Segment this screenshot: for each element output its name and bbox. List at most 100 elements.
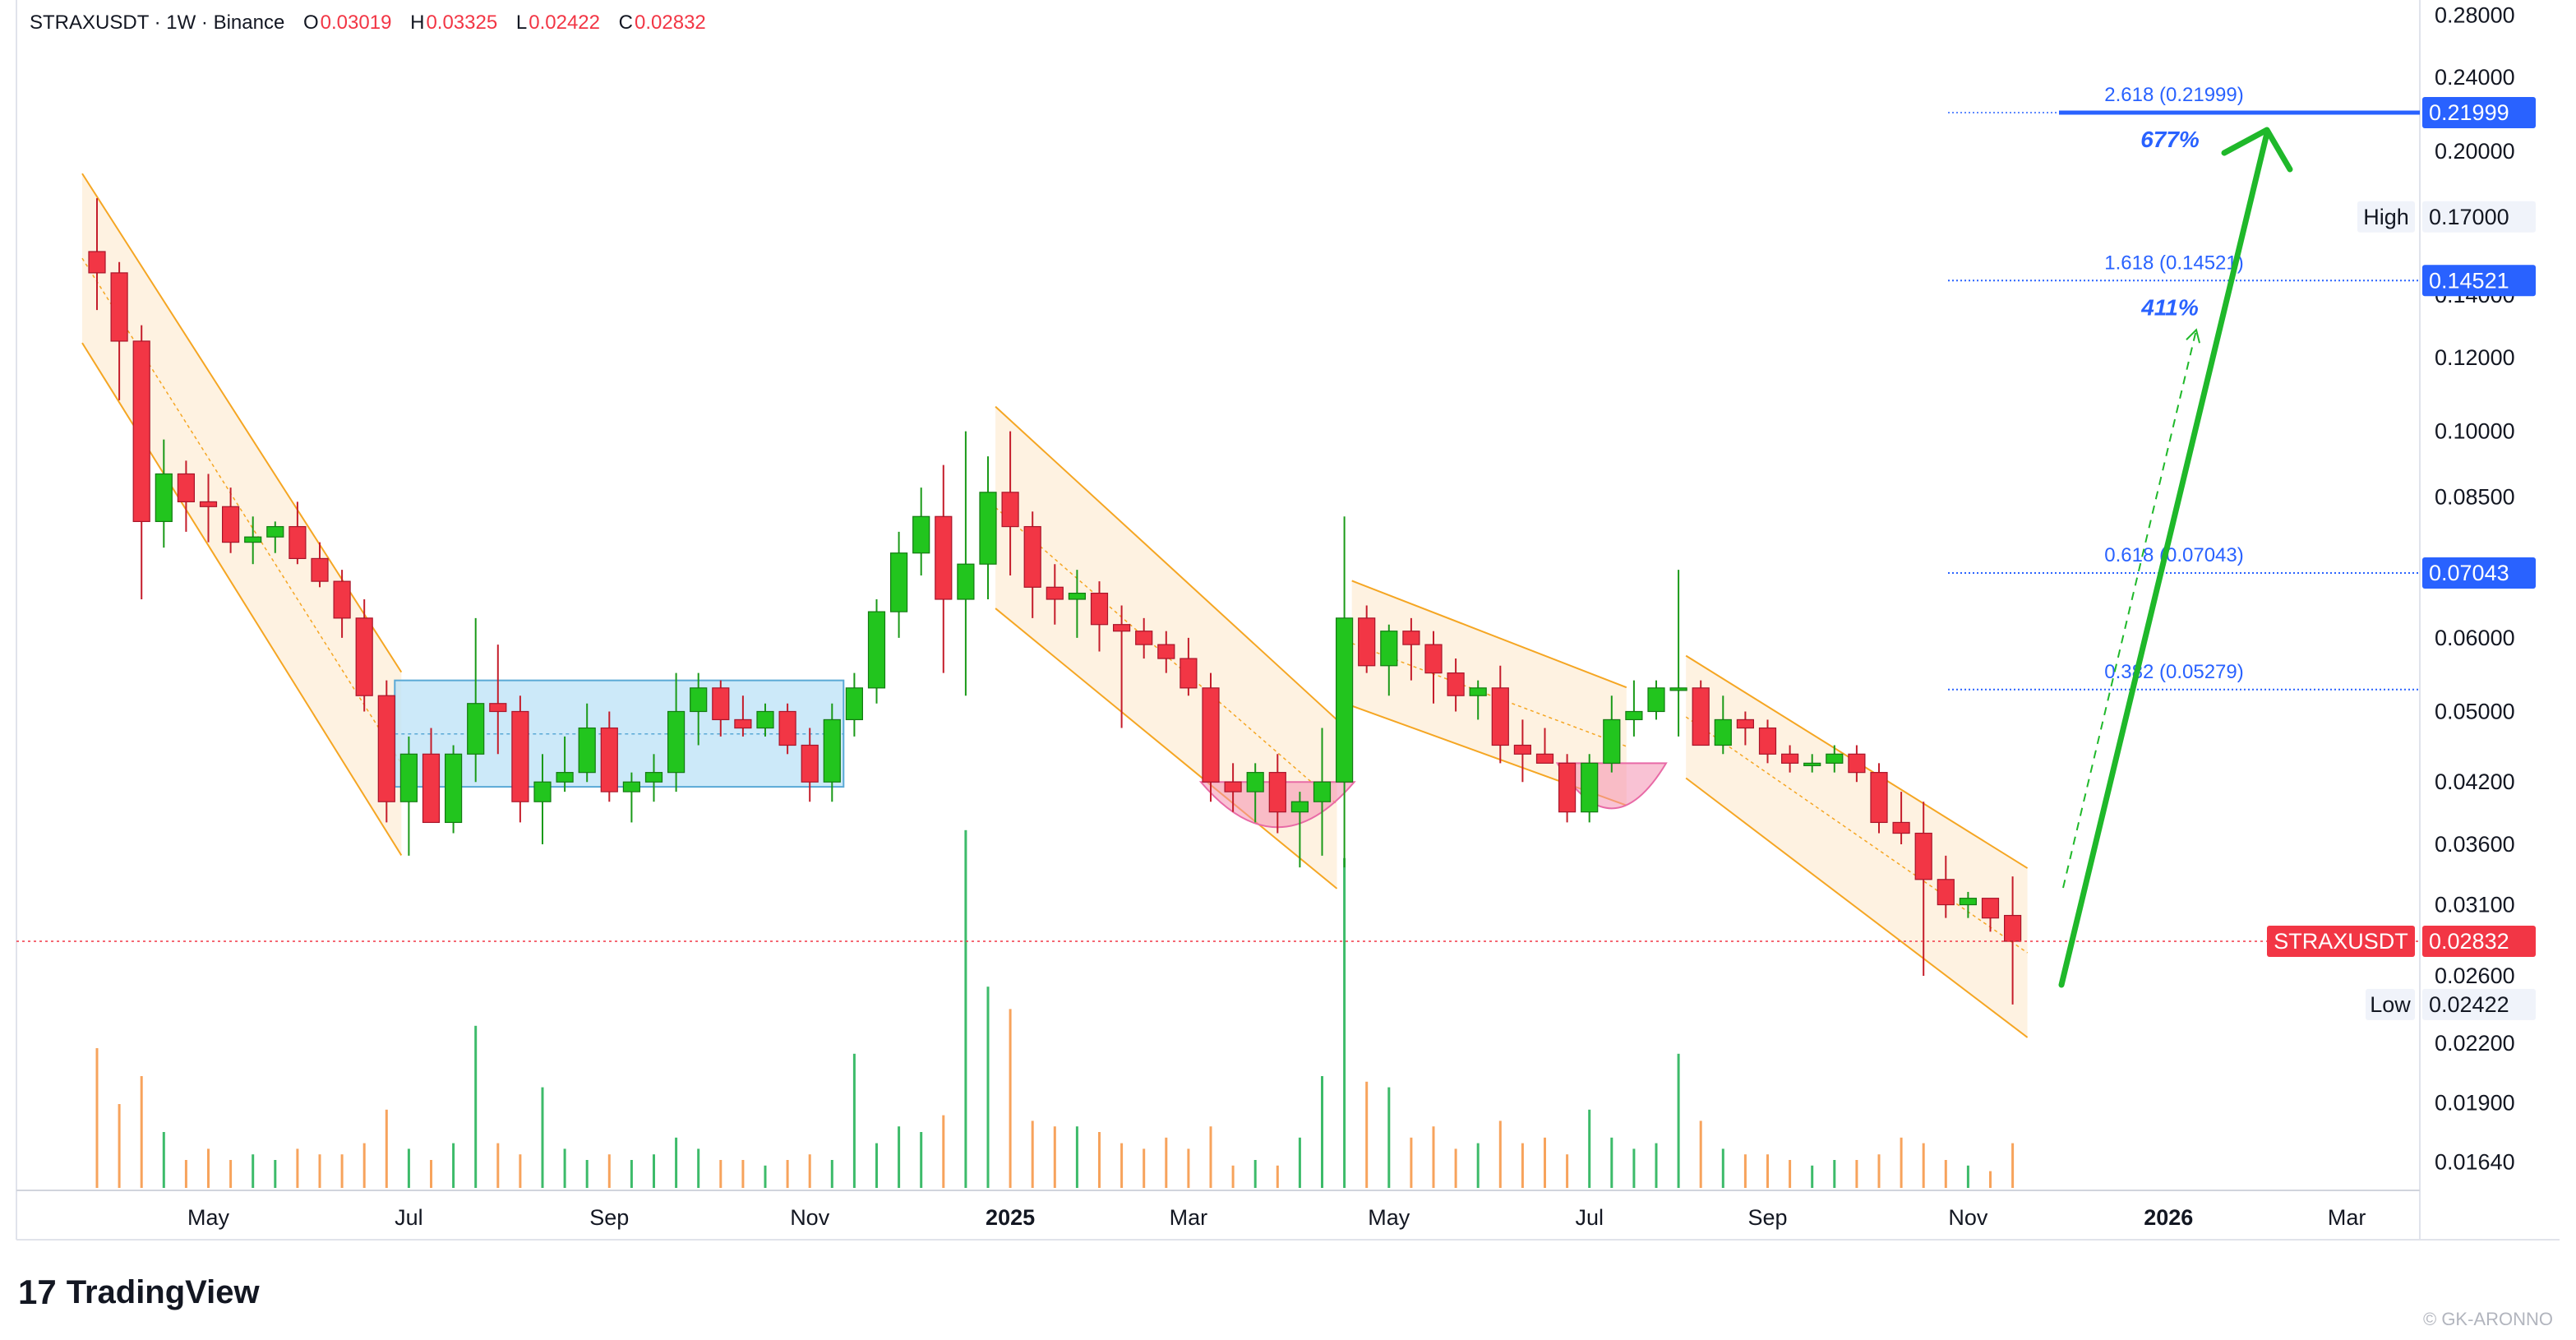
time-tick-label: Nov: [790, 1205, 830, 1230]
candles-layer: [88, 198, 2022, 1005]
volume-bar: [1966, 1165, 1969, 1188]
candle-body: [1535, 753, 1554, 764]
volume-bar: [675, 1137, 678, 1188]
candle-body: [712, 687, 730, 721]
candle-body: [1625, 710, 1643, 721]
volume-bar: [764, 1165, 767, 1188]
volume-bar: [274, 1160, 277, 1188]
volume-bar: [140, 1076, 143, 1188]
fib-price-tag-bg: [2422, 557, 2536, 589]
volume-bar: [942, 1115, 945, 1188]
time-tick-label: 2025: [986, 1205, 1035, 1230]
volume-bar: [1410, 1137, 1413, 1188]
volume-bar: [1209, 1126, 1212, 1188]
time-tick-label: May: [187, 1205, 230, 1230]
volume-bar: [1544, 1137, 1546, 1188]
candle-body: [801, 744, 819, 783]
volume-bar: [1253, 1160, 1257, 1188]
time-tick-label: Sep: [1747, 1205, 1787, 1230]
low-value: 0.02422: [529, 12, 600, 34]
volume-bar: [1699, 1121, 1702, 1188]
candle-body: [511, 710, 529, 802]
volume-bar: [1743, 1154, 1747, 1188]
candle-body: [1758, 727, 1777, 755]
channel-1-fill: [82, 173, 402, 856]
candle-body: [132, 340, 150, 522]
volume-bar: [1900, 1137, 1903, 1188]
candle-body: [622, 781, 641, 792]
candle-body: [377, 695, 395, 802]
candle-body: [489, 703, 507, 713]
price-tick-label: 0.08500: [2435, 485, 2515, 510]
candle-body: [1581, 762, 1599, 813]
volume-bar: [1075, 1126, 1078, 1188]
candle-body: [1424, 644, 1443, 674]
projection-percent: 411%: [2140, 294, 2199, 320]
candle-body: [1224, 781, 1242, 792]
fib-level-label: 1.618 (0.14521): [2104, 252, 2243, 274]
open-value: 0.03019: [320, 12, 392, 34]
volume-bar: [808, 1154, 811, 1188]
volume-bar: [1476, 1143, 1480, 1188]
candle-body: [1937, 879, 1955, 906]
candle-body: [1358, 617, 1376, 667]
volume-bar: [519, 1154, 522, 1188]
high-price-tag-text: 0.17000: [2429, 205, 2509, 229]
volume-bar: [1855, 1160, 1858, 1188]
time-tick-label: Mar: [2328, 1205, 2366, 1230]
candle-body: [1335, 617, 1354, 783]
current-price-tag-text: 0.02832: [2429, 929, 2509, 954]
volume-bar: [1321, 1076, 1323, 1188]
volume-bar: [1588, 1109, 1591, 1188]
candle-body: [756, 710, 774, 729]
volume-bar: [1165, 1137, 1168, 1188]
channel-4-fill: [1686, 655, 2028, 1037]
candle-body: [935, 515, 953, 600]
candle-body: [177, 473, 195, 502]
volume-bar: [207, 1148, 210, 1188]
volume-bar: [407, 1148, 410, 1188]
candle-body: [600, 727, 618, 792]
price-tick-label: 0.20000: [2435, 139, 2515, 164]
projection-arrow: [2058, 130, 2270, 988]
channel-3-upper: [1351, 580, 1627, 689]
candle-body: [311, 557, 329, 582]
volume-bar: [452, 1143, 455, 1188]
volume-bar: [1833, 1160, 1836, 1188]
candle-body: [1959, 898, 1977, 906]
volume-bar: [118, 1104, 121, 1188]
candle-body: [1112, 624, 1131, 632]
candle-body: [1826, 753, 1844, 764]
tradingview-logo[interactable]: 17 TradingView: [18, 1273, 260, 1312]
candle-body: [1001, 492, 1019, 528]
volume-bar: [920, 1132, 923, 1188]
volume-bar: [852, 1053, 856, 1188]
volume-bar: [1231, 1165, 1235, 1188]
volume-bar: [430, 1160, 432, 1188]
candle-body: [467, 703, 485, 755]
candle-body: [1513, 744, 1532, 755]
author-credit: © GK-ARONNO: [2423, 1309, 2553, 1329]
current-price-symbol-tag: STRAXUSDT: [2274, 929, 2408, 954]
candle-body: [1848, 753, 1866, 774]
price-tick-label: 0.01640: [2435, 1150, 2515, 1175]
high-key: H: [410, 12, 425, 34]
candle-body: [88, 251, 106, 274]
candle-body: [1068, 592, 1087, 600]
candle-body: [912, 515, 930, 554]
volume-bar: [630, 1160, 633, 1188]
volume-bar: [1143, 1148, 1146, 1188]
price-tick-label: 0.12000: [2435, 345, 2515, 370]
candle-body: [355, 617, 373, 696]
price-tick-label: 0.02200: [2435, 1031, 2515, 1056]
volume-bar: [1877, 1154, 1881, 1188]
low-label-bg: [2366, 988, 2415, 1020]
candle-body: [399, 753, 418, 802]
price-tick-label: 0.04200: [2435, 769, 2515, 794]
tradingview-mark-icon: 17: [18, 1273, 57, 1311]
volume-bar: [898, 1126, 901, 1188]
volume-bar: [1009, 1009, 1012, 1188]
volume-bar: [318, 1154, 321, 1188]
volume-bar: [964, 829, 967, 1188]
